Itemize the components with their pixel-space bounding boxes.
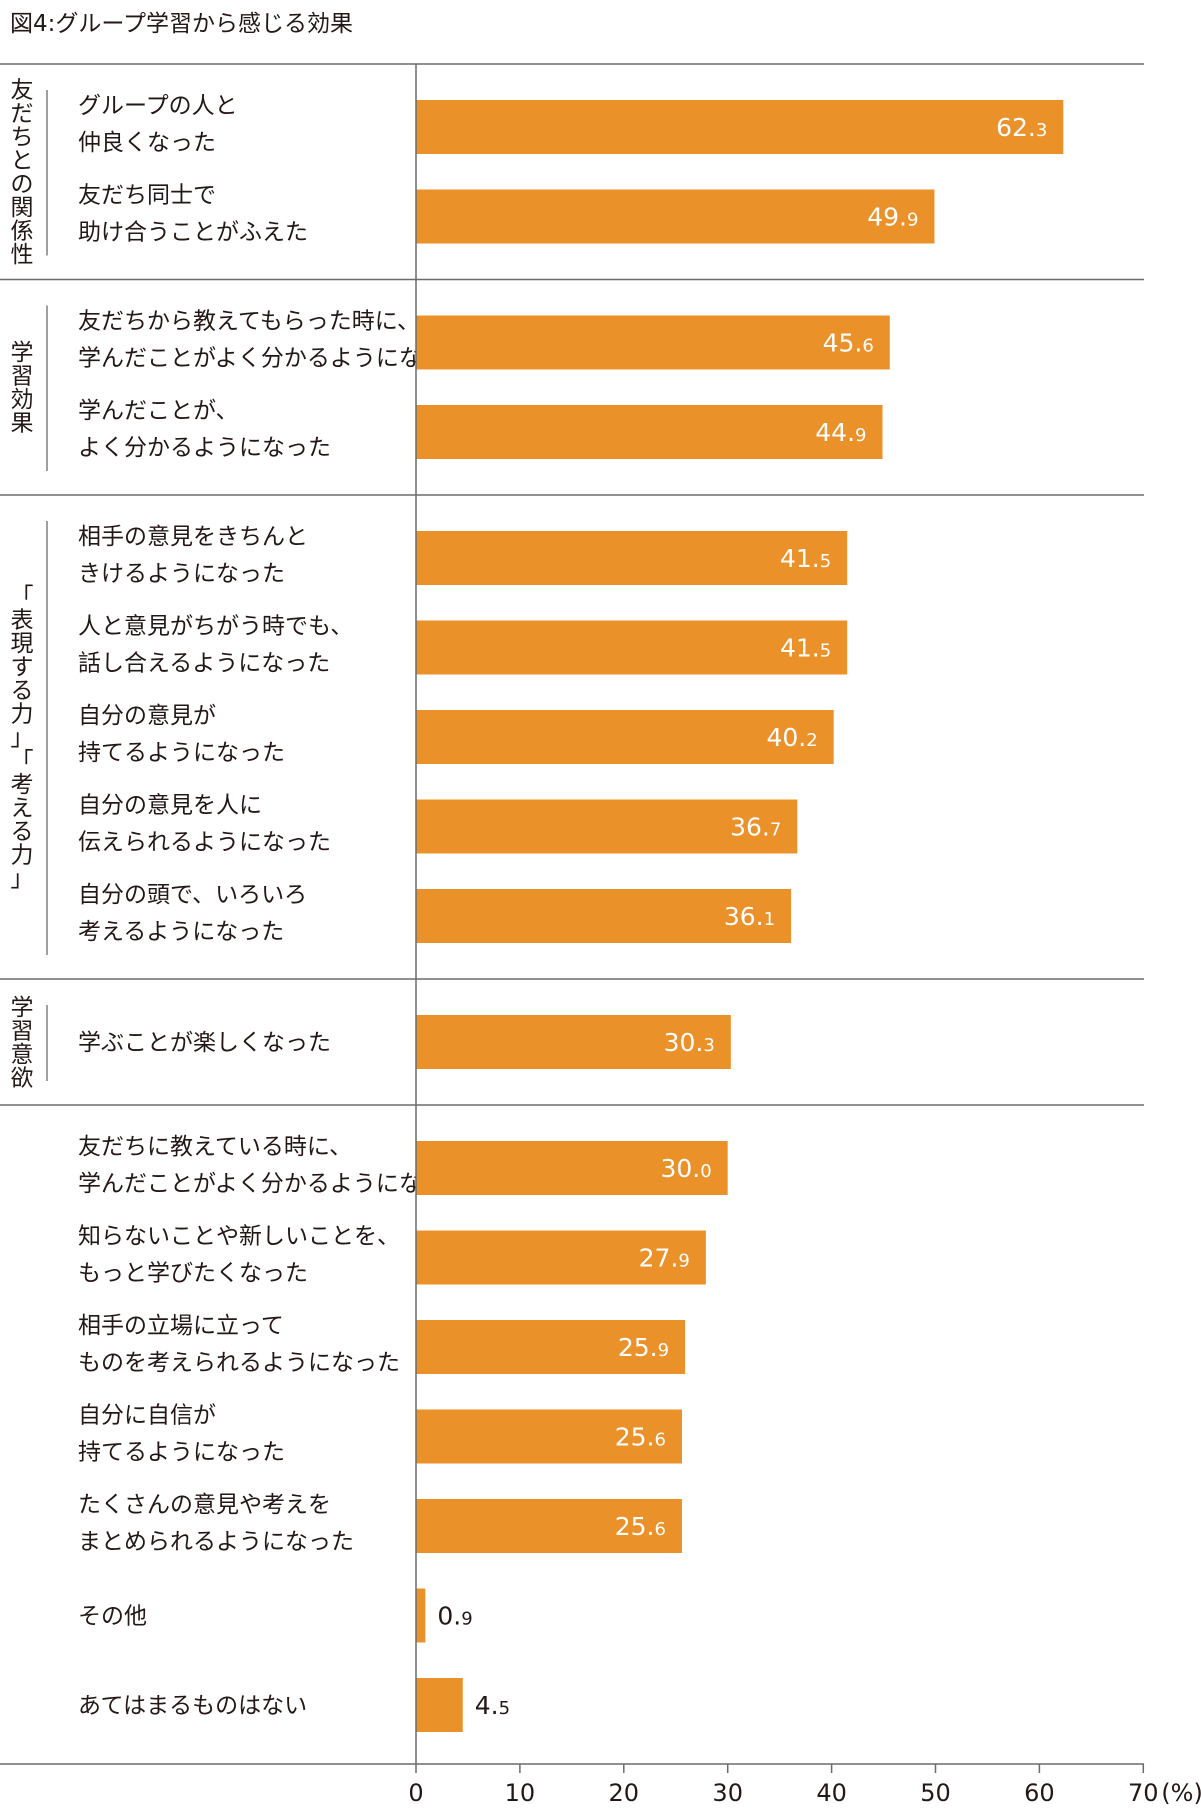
category-label: 自分の意見を人に伝えられるようになった bbox=[78, 793, 331, 856]
bar bbox=[416, 1230, 706, 1285]
bar bbox=[416, 189, 935, 244]
value-label: 44.9 bbox=[815, 418, 866, 447]
value-label: 30.3 bbox=[664, 1028, 715, 1057]
bar bbox=[416, 1499, 682, 1553]
category-label: 知らないことや新しいことを、もっと学びたくなった bbox=[78, 1224, 400, 1287]
category-label: 相手の立場に立ってものを考えられるようになった bbox=[78, 1313, 400, 1376]
bar bbox=[416, 531, 848, 585]
bar bbox=[416, 1320, 686, 1374]
category-labels: グループの人と仲良くなった友だち同士で助け合うことがふえた友だちから教えてもらっ… bbox=[78, 93, 468, 1719]
value-label: 25.6 bbox=[615, 1512, 666, 1541]
x-tick-label: 40 bbox=[816, 1779, 847, 1807]
category-label: 人と意見がちがう時でも、話し合えるようになった bbox=[78, 614, 353, 677]
bar bbox=[416, 620, 848, 675]
value-label: 62.3 bbox=[996, 113, 1047, 142]
x-tick-label: 10 bbox=[505, 1779, 536, 1807]
category-label: 友だちから教えてもらった時に、学んだことがよく分かるようになった bbox=[78, 309, 468, 372]
category-label: 自分に自信が持てるようになった bbox=[78, 1403, 285, 1466]
category-label: その他 bbox=[78, 1604, 147, 1630]
category-label: 相手の意見をきちんときけるようになった bbox=[78, 524, 308, 587]
group-label: 学習意欲 bbox=[11, 995, 34, 1092]
group-label: 友だちとの関係性 bbox=[11, 78, 34, 269]
chart-title: 図4:グループ学習から感じる効果 bbox=[10, 11, 354, 37]
value-label: 4.5 bbox=[475, 1691, 510, 1720]
value-label: 27.9 bbox=[639, 1244, 690, 1273]
bar bbox=[416, 405, 883, 459]
value-label: 30.0 bbox=[660, 1154, 711, 1183]
category-label: 学ぶことが楽しくなった bbox=[78, 1030, 331, 1056]
x-tick-label: 60 bbox=[1024, 1779, 1055, 1807]
x-axis: 0 10 20 30 40 50 60 70 (%) bbox=[0, 64, 1201, 1807]
x-unit-label: (%) bbox=[1161, 1779, 1201, 1807]
category-label: たくさんの意見や考えをまとめられるようになった bbox=[78, 1492, 354, 1555]
x-tick-label: 70 bbox=[1128, 1779, 1159, 1807]
category-label: 自分の意見が持てるようになった bbox=[78, 703, 285, 766]
group-separators bbox=[0, 63, 1144, 1106]
category-label: 友だち同士で助け合うことがふえた bbox=[78, 183, 308, 246]
bar bbox=[416, 1588, 426, 1643]
bar bbox=[416, 1141, 728, 1195]
value-label: 40.2 bbox=[766, 723, 817, 752]
category-label: 自分の頭で、いろいろ考えるようになった bbox=[78, 882, 307, 945]
bar bbox=[416, 889, 792, 943]
value-label: 25.9 bbox=[618, 1333, 669, 1362]
category-label: グループの人と仲良くなった bbox=[78, 93, 238, 156]
value-label: 41.5 bbox=[780, 544, 831, 573]
value-label: 49.9 bbox=[867, 203, 918, 232]
group-label: 「表現する力」「考える力」 bbox=[11, 584, 34, 892]
bar bbox=[416, 315, 890, 370]
group-label: 学習効果 bbox=[11, 340, 34, 437]
value-label: 25.6 bbox=[615, 1423, 666, 1452]
bar bbox=[416, 100, 1064, 154]
x-tick-label: 50 bbox=[920, 1779, 951, 1807]
category-label: 学んだことが、よく分かるようになった bbox=[78, 398, 331, 461]
value-label: 0.9 bbox=[437, 1602, 472, 1631]
value-label: 36.1 bbox=[724, 902, 775, 931]
x-tick-label: 20 bbox=[609, 1779, 640, 1807]
bar bbox=[416, 710, 834, 764]
category-label: 友だちに教えている時に、学んだことがよく分かるようになった bbox=[78, 1134, 468, 1197]
bar bbox=[416, 1678, 463, 1732]
x-tick-label: 30 bbox=[712, 1779, 743, 1807]
bar bbox=[416, 1409, 682, 1464]
category-label: あてはまるものはない bbox=[78, 1693, 307, 1719]
bar bbox=[416, 799, 798, 854]
x-tick-label: 0 bbox=[408, 1779, 423, 1807]
value-label: 41.5 bbox=[780, 634, 831, 663]
value-label: 36.7 bbox=[730, 813, 781, 842]
bars: 62.3 49.9 45.6 44.9 41.5 41.5 40.2 36.7 36.1 30.3… bbox=[416, 100, 1064, 1732]
bar bbox=[416, 1015, 731, 1069]
value-label: 45.6 bbox=[823, 329, 874, 358]
